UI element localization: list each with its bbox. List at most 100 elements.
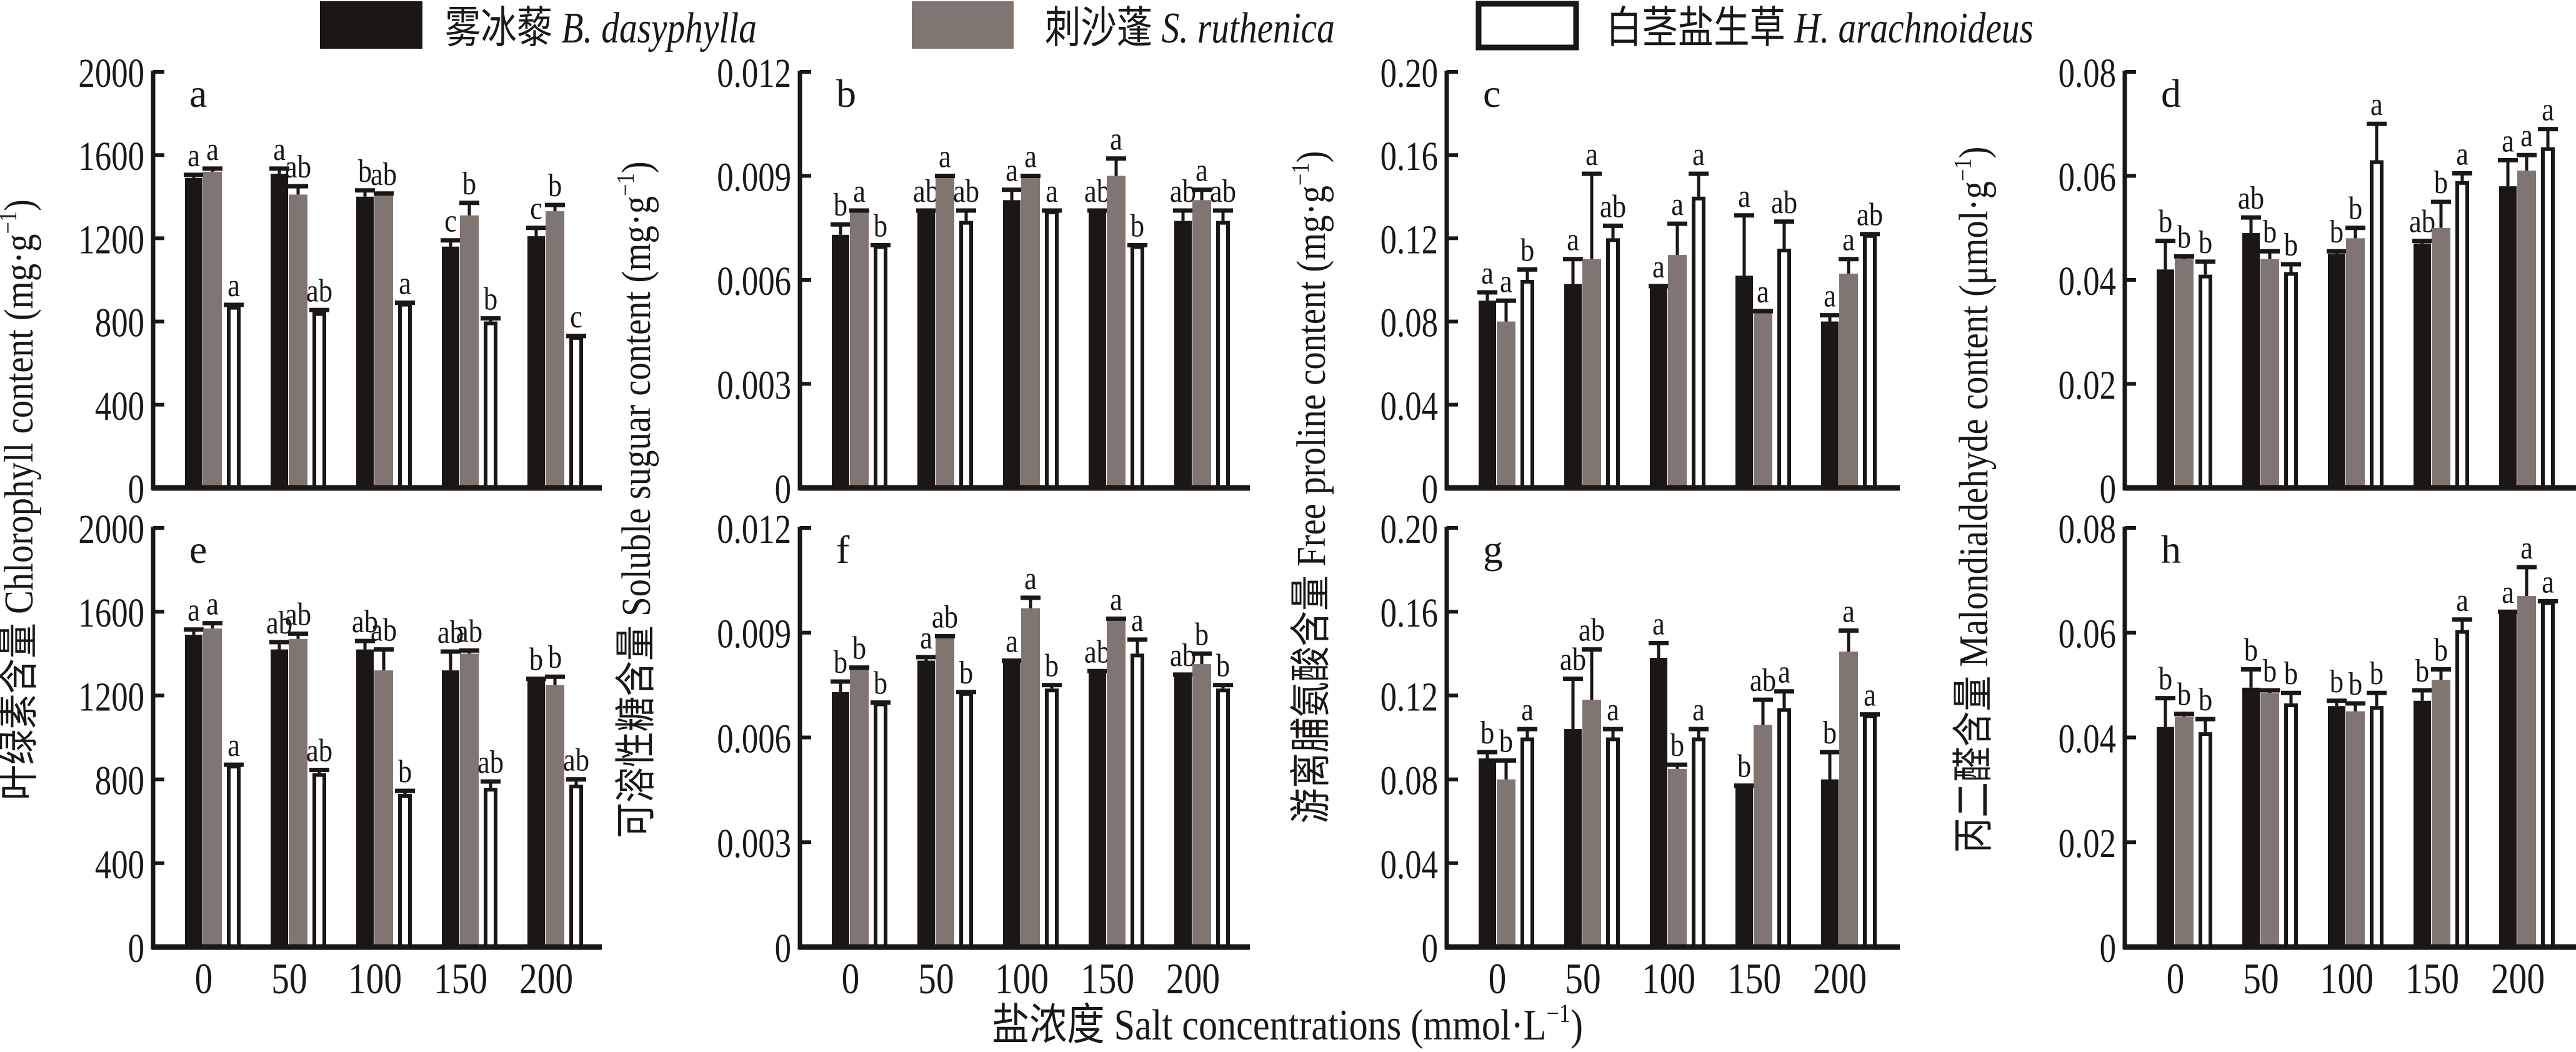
significance-letter: b	[529, 642, 543, 678]
bar	[442, 246, 459, 488]
y-tick-label: 2000	[78, 506, 144, 552]
significance-letter: ab	[306, 273, 332, 309]
y-tick-label: 0.04	[2059, 258, 2116, 304]
significance-letter: a	[1110, 122, 1122, 157]
significance-letter: a	[1131, 603, 1144, 638]
bar	[546, 211, 564, 488]
bar	[2541, 147, 2555, 490]
x-tick-label: 100	[2320, 955, 2374, 1003]
bar	[2199, 732, 2212, 950]
bar	[460, 653, 479, 947]
significance-letter: b	[852, 631, 866, 667]
significance-letter: ab	[456, 613, 482, 649]
bar	[1564, 284, 1582, 488]
significance-letter: c	[444, 204, 457, 239]
significance-letter: b	[1480, 715, 1494, 751]
significance-letter: ab	[1084, 634, 1111, 670]
bar	[1564, 729, 1582, 947]
legend-label-h-arachnoideus: 白茎盐生草 H. arachnoideus	[1606, 4, 2034, 52]
x-tick-label: 0	[842, 955, 860, 1003]
significance-letter: b	[484, 282, 497, 317]
bar	[2414, 243, 2431, 488]
bar	[850, 211, 869, 488]
y-tick-label: 0.006	[717, 258, 791, 304]
bar	[2517, 596, 2536, 947]
significance-letter: b	[2177, 677, 2191, 713]
bar	[1582, 700, 1601, 947]
panel-letter: a	[189, 71, 207, 116]
significance-letter: ab	[285, 149, 311, 185]
bar	[398, 302, 412, 490]
significance-letter: b	[1520, 232, 1534, 268]
bar	[484, 788, 497, 950]
x-tick-label: 150	[2405, 955, 2459, 1003]
y-tick-label: 400	[95, 383, 144, 429]
y-tick-label: 0	[1422, 925, 1438, 971]
panel-letter: e	[189, 527, 207, 572]
significance-letter: a	[2502, 575, 2514, 610]
significance-letter: ab	[1600, 189, 1626, 224]
bar	[271, 649, 288, 947]
y-tick-label: 0	[2100, 466, 2116, 512]
x-tick-label: 150	[1081, 955, 1134, 1003]
bar	[1606, 737, 1620, 949]
significance-letter: a	[1521, 692, 1534, 728]
y-tick-label: 0.20	[1380, 506, 1438, 552]
bar	[2414, 700, 2431, 947]
significance-letter: b	[959, 655, 973, 691]
x-tick-label: 200	[1166, 955, 1220, 1003]
x-tick-label: 50	[271, 955, 307, 1003]
significance-letter: a	[1738, 179, 1750, 214]
y-tick-label: 0.009	[717, 154, 791, 200]
bar	[1107, 618, 1126, 947]
significance-letter: a	[1824, 279, 1836, 314]
bar	[1650, 658, 1667, 947]
significance-letter: a	[1607, 692, 1619, 728]
bar	[1777, 708, 1791, 950]
significance-letter: b	[548, 168, 562, 204]
bar	[1839, 274, 1858, 488]
y-axis-title-chlorophyll: 叶绿素含量 Chlorophyll content (mg·g−1)	[0, 199, 42, 800]
bar	[959, 692, 973, 950]
bar	[2242, 233, 2260, 488]
y-axis-title-free-proline: 游离脯氨酸含量 Free proline content (mg·g−1)	[1287, 151, 1334, 824]
bar	[1839, 651, 1858, 947]
significance-letter: b	[2244, 632, 2258, 668]
y-axis-title-soluble-sugar: 可溶性糖含量 Soluble suguar content (mg·g−1)	[612, 161, 659, 838]
significance-letter: b	[2177, 220, 2191, 256]
bar	[2432, 227, 2450, 488]
x-tick-label: 50	[918, 955, 954, 1003]
y-tick-label: 0.012	[717, 50, 791, 96]
y-tick-label: 1200	[78, 674, 144, 720]
bar	[203, 171, 222, 488]
legend-item-h-arachnoideus: 白茎盐生草 H. arachnoideus	[1475, 1, 2034, 52]
significance-letter: b	[398, 754, 412, 790]
y-tick-label: 0.02	[2059, 821, 2116, 866]
significance-letter: ab	[371, 157, 397, 192]
significance-letter: a	[1024, 139, 1037, 174]
significance-letter: b	[2159, 204, 2172, 240]
bar	[2346, 238, 2365, 488]
legend-item-b-dasyphylla: 雾冰藜 B. dasyphylla	[320, 1, 757, 52]
significance-letter: b	[2263, 653, 2277, 689]
bar	[1003, 660, 1021, 947]
y-tick-label: 0.08	[2059, 506, 2116, 552]
y-tick-label: 0.04	[1380, 383, 1438, 429]
significance-letter: b	[1823, 715, 1837, 751]
significance-letter: b	[874, 666, 887, 702]
significance-letter: a	[1778, 655, 1790, 690]
bar	[917, 660, 935, 947]
bar	[374, 194, 393, 488]
bar	[271, 174, 288, 488]
bar	[374, 670, 393, 947]
significance-letter: b	[2199, 225, 2212, 261]
bar	[1668, 255, 1687, 488]
significance-letter: a	[1006, 153, 1018, 189]
significance-letter: ab	[285, 597, 311, 632]
significance-letter: a	[2520, 530, 2533, 566]
